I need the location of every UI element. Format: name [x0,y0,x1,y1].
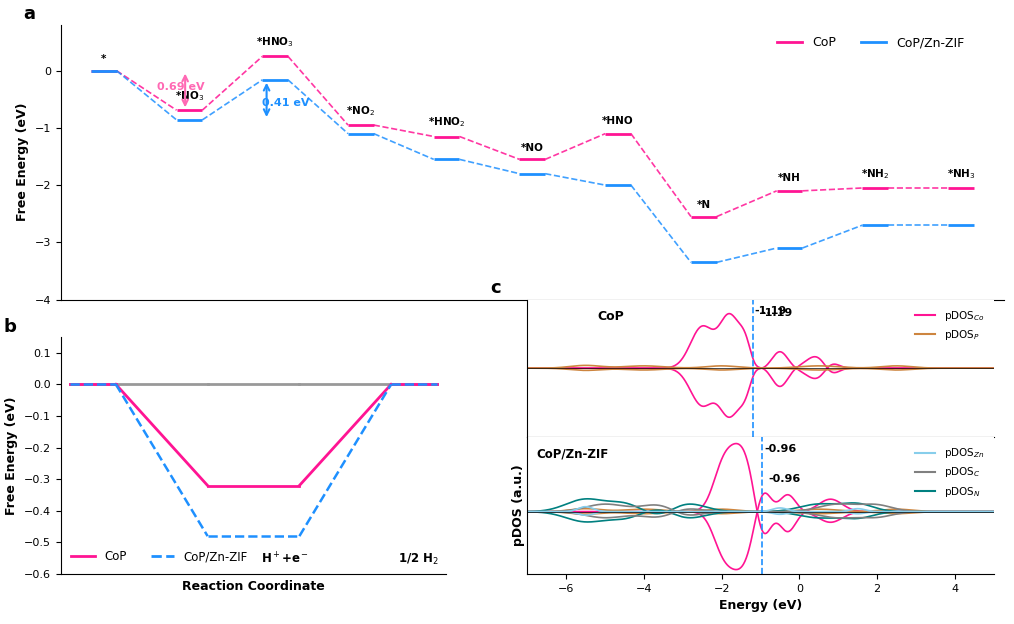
Y-axis label: Free Energy (eV): Free Energy (eV) [16,103,29,222]
Text: -0.96: -0.96 [769,474,800,484]
Legend: pDOS$_{Zn}$, pDOS$_{C}$, pDOS$_{N}$: pDOS$_{Zn}$, pDOS$_{C}$, pDOS$_{N}$ [911,442,989,503]
pDOS$_{Zn}$ [988,508,1000,515]
pDOS$_{C}$ [685,511,698,519]
pDOS$_{P}$ [710,363,722,370]
pDOS$_{C}$ [727,508,739,515]
Text: *NH: *NH [778,173,801,183]
Legend: CoP, CoP/Zn-ZIF: CoP, CoP/Zn-ZIF [67,546,252,568]
pDOS$_{N}$ [843,499,855,507]
pDOS$_{N}$ [894,508,907,515]
Text: *NO: *NO [521,142,544,152]
Text: *NH$_2$: *NH$_2$ [861,167,889,181]
pDOS$_{C}$ [710,509,722,516]
Text: H$^+$+e$^-$: H$^+$+e$^-$ [262,552,309,567]
pDOS$_{Co}$ [774,383,786,390]
Text: 0.41 eV: 0.41 eV [263,97,310,107]
pDOS$_{P}$ [885,363,897,370]
pDOS$_{Co}$ [710,324,722,332]
pDOS$_{P}$ [521,364,533,372]
pDOS$_{Zn}$ [727,508,739,515]
pDOS$_{Co}$ [843,364,855,372]
Text: pDOS (a.u.): pDOS (a.u.) [512,464,525,547]
pDOS$_{C}$ [521,508,533,515]
pDOS$_{Co}$ [727,312,739,319]
pDOS$_{N}$ [581,495,593,502]
pDOS$_{P}$ [893,362,906,369]
pDOS$_{P}$ [988,364,1000,372]
pDOS$_{P}$ [580,362,592,369]
X-axis label: Energy (eV): Energy (eV) [719,600,802,612]
Text: 1/2 H$_2$: 1/2 H$_2$ [397,552,438,567]
Text: 0.69 eV: 0.69 eV [157,82,205,92]
Text: -1.19: -1.19 [754,306,787,316]
Text: *NO$_2$: *NO$_2$ [347,104,375,118]
pDOS$_{Zn}$ [580,503,592,510]
pDOS$_{Co}$ [569,364,581,372]
Legend: pDOS$_{Co}$, pDOS$_{P}$: pDOS$_{Co}$, pDOS$_{P}$ [911,305,989,346]
pDOS$_{P}$ [842,364,854,371]
pDOS$_{Zn}$ [521,508,533,515]
pDOS$_{Zn}$ [842,507,854,514]
pDOS$_{C}$ [988,508,1000,515]
Text: *HNO$_2$: *HNO$_2$ [428,115,465,129]
pDOS$_{N}$ [711,506,723,514]
Text: *N: *N [697,200,711,210]
pDOS$_{Zn}$ [885,508,897,515]
pDOS$_{Co}$ [723,310,735,318]
pDOS$_{C}$ [843,500,855,508]
pDOS$_{P}$ [569,363,581,370]
pDOS$_{C}$ [886,504,898,511]
Text: *HNO: *HNO [602,116,634,126]
Text: *: * [101,54,106,64]
pDOS$_{C}$ [569,505,581,513]
pDOS$_{Co}$ [894,364,907,372]
Line: pDOS$_{C}$: pDOS$_{C}$ [527,504,994,515]
Line: pDOS$_{P}$: pDOS$_{P}$ [527,366,994,368]
Text: *NO$_3$: *NO$_3$ [174,89,204,103]
pDOS$_{N}$ [988,508,1000,515]
pDOS$_{P}$ [727,363,739,370]
pDOS$_{Co}$ [988,364,1000,372]
Legend: CoP, CoP/Zn-ZIF: CoP, CoP/Zn-ZIF [773,31,969,54]
Line: pDOS$_{N}$: pDOS$_{N}$ [527,499,994,514]
Text: a: a [23,6,35,24]
pDOS$_{Co}$ [886,364,898,372]
pDOS$_{N}$ [569,497,581,505]
pDOS$_{N}$ [728,507,740,515]
Line: pDOS$_{Zn}$: pDOS$_{Zn}$ [527,507,994,512]
Text: -1.19: -1.19 [760,308,793,318]
Text: c: c [490,279,501,296]
Text: -0.96: -0.96 [764,444,796,454]
Y-axis label: Free Energy (eV): Free Energy (eV) [5,396,18,515]
pDOS$_{C}$ [836,500,848,507]
X-axis label: Reaction Coordinate: Reaction Coordinate [183,580,324,593]
pDOS$_{Zn}$ [893,508,906,515]
pDOS$_{N}$ [886,507,898,515]
pDOS$_{C}$ [894,506,907,514]
pDOS$_{N}$ [521,508,533,515]
pDOS$_{Zn}$ [710,508,722,515]
Line: pDOS$_{Co}$: pDOS$_{Co}$ [527,314,994,386]
Text: *NH$_3$: *NH$_3$ [947,167,975,181]
pDOS$_{N}$ [651,510,663,517]
Text: b: b [3,318,16,336]
Text: *HNO$_3$: *HNO$_3$ [257,35,294,49]
Text: CoP/Zn-ZIF: CoP/Zn-ZIF [536,447,608,461]
pDOS$_{Zn}$ [569,506,581,514]
Text: CoP: CoP [597,310,624,323]
pDOS$_{Co}$ [521,364,533,372]
